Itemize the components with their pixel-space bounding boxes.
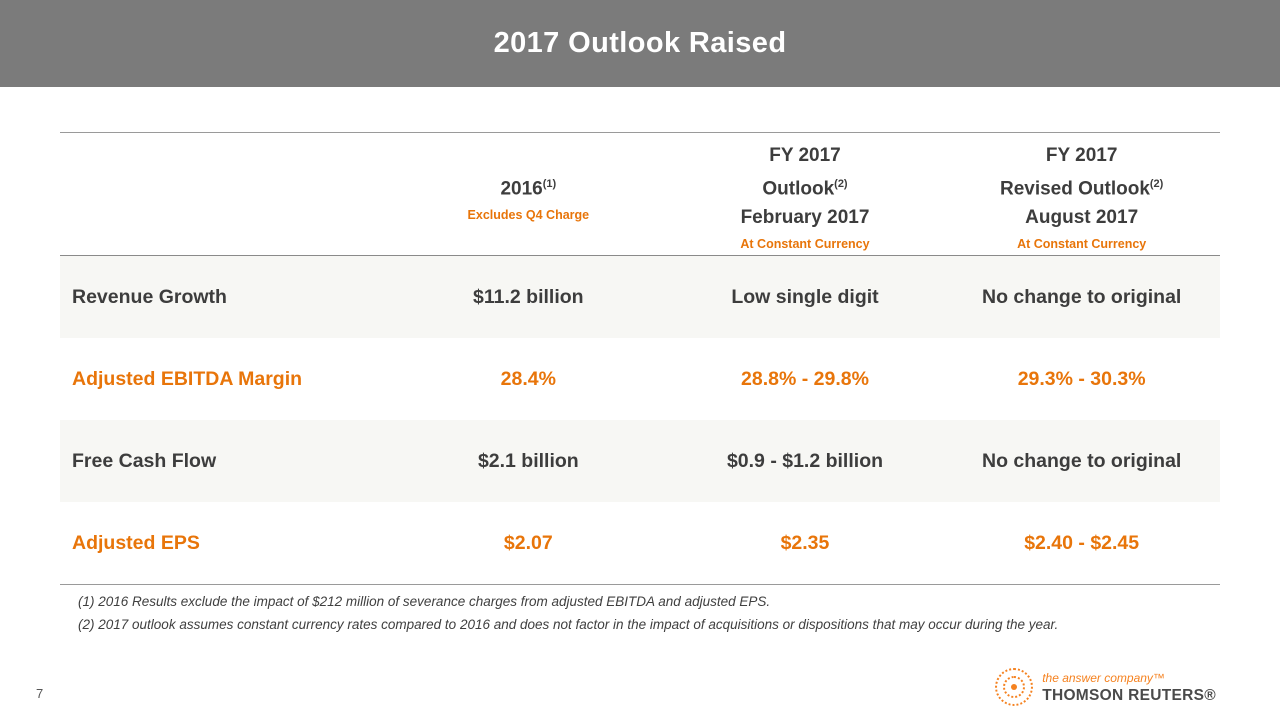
row-value-revised-aug: $2.40 - $2.45	[1024, 531, 1140, 554]
logo-core-dot	[1011, 684, 1018, 690]
header-col-outlook-february: FY 2017 Outlook(2) February 2017 At Cons…	[667, 133, 944, 255]
row-label: Adjusted EBITDA Margin	[72, 367, 303, 390]
table-row-free-cash-flow: Free Cash Flow $2.1 billion $0.9 - $1.2 …	[60, 420, 1220, 502]
row-value-revised-aug: 29.3% - 30.3%	[1017, 367, 1146, 390]
row-value-outlook-feb: 28.8% - 29.8%	[741, 367, 869, 390]
row-value-2016: $2.07	[503, 531, 553, 554]
footnotes: (1) 2016 Results exclude the impact of $…	[78, 590, 1208, 636]
column-note: At Constant Currency	[1017, 237, 1147, 252]
column-title-text: 2016	[500, 178, 543, 200]
header-col-2016: 2016(1) Excludes Q4 Charge	[390, 133, 667, 255]
outlook-table: 2016(1) Excludes Q4 Charge FY 2017 Outlo…	[60, 132, 1220, 585]
footnote-2: (2) 2017 outlook assumes constant curren…	[78, 617, 1059, 632]
footnote-ref-1: (1)	[542, 178, 557, 190]
table-header: 2016(1) Excludes Q4 Charge FY 2017 Outlo…	[60, 133, 1220, 256]
row-value-revised-aug: No change to original	[981, 285, 1182, 308]
row-value-2016: $2.1 billion	[477, 449, 579, 472]
logo-brand: THOMSON REUTERS®	[1042, 686, 1216, 704]
title-bar: 2017 Outlook Raised	[0, 0, 1280, 87]
column-title: Outlook(2)	[667, 170, 944, 203]
row-label: Adjusted EPS	[72, 531, 200, 554]
column-title: Revised Outlook(2)	[943, 170, 1220, 203]
logo-text: the answer company™ THOMSON REUTERS®	[1042, 670, 1216, 705]
column-note: At Constant Currency	[740, 237, 870, 252]
row-value-outlook-feb: $2.35	[780, 531, 830, 554]
page-number: 7	[36, 686, 44, 701]
footnote-1: (1) 2016 Results exclude the impact of $…	[78, 594, 771, 609]
row-value-2016: $11.2 billion	[473, 285, 584, 308]
column-top-line: FY 2017	[769, 145, 841, 166]
table-row-adjusted-eps: Adjusted EPS $2.07 $2.35 $2.40 - $2.45	[60, 502, 1220, 584]
row-value-outlook-feb: Low single digit	[731, 285, 879, 308]
column-date-line: August 2017	[1025, 207, 1139, 229]
column-title-text: Outlook	[762, 178, 835, 200]
thomson-reuters-kinesis-icon	[995, 668, 1034, 706]
footnote-ref-2: (2)	[834, 178, 848, 190]
slide-title: 2017 Outlook Raised	[493, 27, 787, 59]
column-note: Excludes Q4 Charge	[467, 208, 590, 223]
table-row-revenue-growth: Revenue Growth $11.2 billion Low single …	[60, 256, 1220, 338]
table-row-adjusted-ebitda-margin: Adjusted EBITDA Margin 28.4% 28.8% - 29.…	[60, 338, 1220, 420]
column-title-text: Revised Outlook	[999, 178, 1150, 200]
column-top-line: FY 2017	[1045, 145, 1118, 166]
thomson-reuters-logo: the answer company™ THOMSON REUTERS®	[995, 668, 1216, 706]
column-date-line: February 2017	[740, 207, 870, 229]
logo-tagline: the answer company™	[1042, 670, 1165, 685]
row-value-outlook-feb: $0.9 - $1.2 billion	[726, 449, 884, 472]
row-label: Revenue Growth	[72, 285, 227, 308]
header-col-revised-outlook-august: FY 2017 Revised Outlook(2) August 2017 A…	[943, 133, 1220, 255]
row-value-2016: 28.4%	[500, 367, 556, 390]
logo-ring-outer	[995, 668, 1034, 706]
row-value-revised-aug: No change to original	[981, 449, 1182, 472]
header-empty-cell	[60, 133, 390, 255]
logo-ring-inner	[1003, 676, 1026, 698]
row-label: Free Cash Flow	[72, 449, 217, 472]
footnote-ref-2: (2)	[1149, 178, 1164, 190]
column-title: 2016(1)	[390, 170, 667, 203]
